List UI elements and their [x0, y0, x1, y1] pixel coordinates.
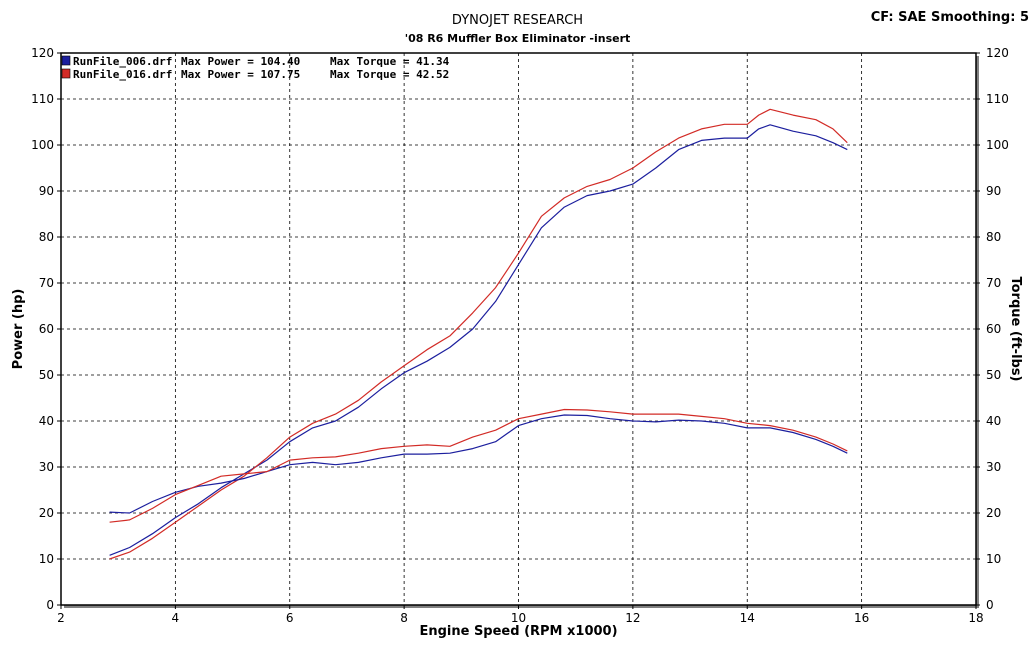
x-tick-label: 2: [57, 611, 65, 625]
y-tick-label: 10: [39, 552, 54, 566]
y-tick-label: 50: [39, 368, 54, 382]
x-tick-label: 10: [511, 611, 526, 625]
y2-tick-label: 120: [986, 46, 1009, 60]
y2-tick-label: 90: [986, 184, 1001, 198]
legend-max-power: Max Power = 104.40: [181, 55, 300, 68]
series-line-runfile-016-drf-power: [109, 108, 848, 560]
y-tick-label: 110: [31, 92, 54, 106]
grid-lines: [61, 53, 976, 605]
y2-tick-label: 60: [986, 322, 1001, 336]
x-tick-label: 18: [968, 611, 983, 625]
y2-tick-label: 0: [986, 598, 994, 612]
legend-max-power: Max Power = 107.75: [181, 68, 300, 81]
y2-tick-label: 40: [986, 414, 1001, 428]
y2-tick-label: 30: [986, 460, 1001, 474]
y-axis-label: Power (hp): [11, 289, 26, 370]
chart-title: DYNOJET RESEARCH: [451, 13, 584, 28]
y-tick-label: 70: [39, 276, 54, 290]
y-tick-label: 80: [39, 230, 54, 244]
legend-file-name: RunFile_016.drf: [73, 68, 172, 81]
y2-tick-label: 110: [986, 92, 1009, 106]
y2-tick-label: 20: [986, 506, 1001, 520]
y-tick-label: 90: [39, 184, 54, 198]
y-tick-label: 0: [46, 598, 54, 612]
x-tick-label: 16: [854, 611, 869, 625]
y-tick-label: 40: [39, 414, 54, 428]
x-tick-label: 6: [286, 611, 294, 625]
legend-swatch: [61, 55, 71, 66]
y2-tick-label: 10: [986, 552, 1001, 566]
x-tick-label: 14: [740, 611, 755, 625]
y2-tick-label: 70: [986, 276, 1001, 290]
series-line-runfile-016-drf-torque: [109, 408, 848, 523]
y-tick-label: 30: [39, 460, 54, 474]
x-tick-label: 12: [625, 611, 640, 625]
legend-swatch: [61, 68, 71, 79]
legend-file-name: RunFile_006.drf: [73, 55, 172, 68]
y-tick-label: 100: [31, 138, 54, 152]
y2-tick-label: 50: [986, 368, 1001, 382]
y2-tick-label: 100: [986, 138, 1009, 152]
chart-subtitle: '08 R6 Muffler Box Eliminator -insert: [404, 32, 631, 45]
x-axis-label: Engine Speed (RPM x1000): [419, 624, 617, 639]
legend-max-torque: Max Torque = 41.34: [330, 55, 450, 68]
y-tick-label: 20: [39, 506, 54, 520]
y-tick-label: 60: [39, 322, 54, 336]
y2-tick-label: 80: [986, 230, 1001, 244]
y2-axis-label: Torque (ft-lbs): [1008, 276, 1023, 381]
legend-max-torque: Max Torque = 42.52: [330, 68, 449, 81]
series-line-runfile-006-drf-torque: [109, 414, 848, 514]
x-tick-label: 4: [172, 611, 180, 625]
cf-smoothing-label: CF: SAE Smoothing: 5: [870, 10, 1029, 25]
y-tick-label: 120: [31, 46, 54, 60]
x-tick-label: 8: [400, 611, 408, 625]
series-line-runfile-006-drf-power: [109, 124, 848, 556]
